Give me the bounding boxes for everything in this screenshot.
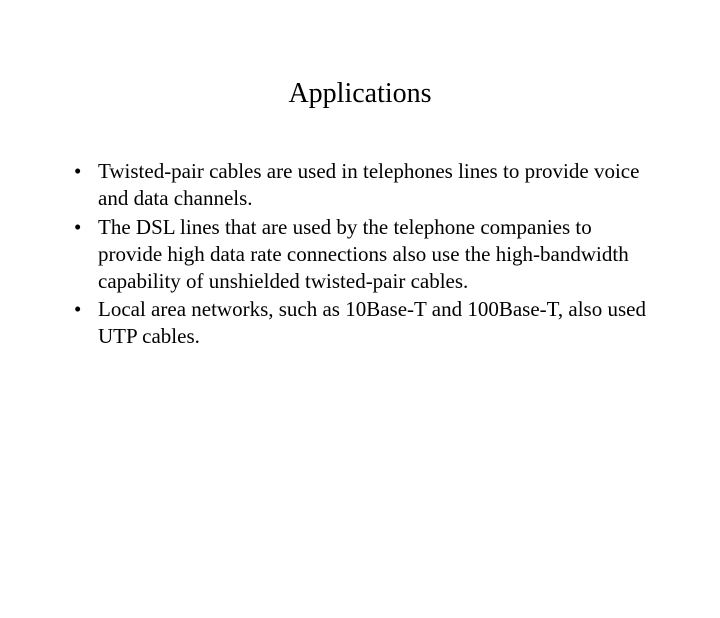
slide-title: Applications (0, 78, 720, 110)
bullet-item: Twisted-pair cables are used in telephon… (70, 158, 660, 212)
bullet-item: The DSL lines that are used by the telep… (70, 214, 660, 295)
slide-content: Twisted-pair cables are used in telephon… (70, 158, 660, 350)
slide: Applications Twisted-pair cables are use… (0, 78, 720, 618)
bullet-list: Twisted-pair cables are used in telephon… (70, 158, 660, 350)
bullet-item: Local area networks, such as 10Base-T an… (70, 296, 660, 350)
